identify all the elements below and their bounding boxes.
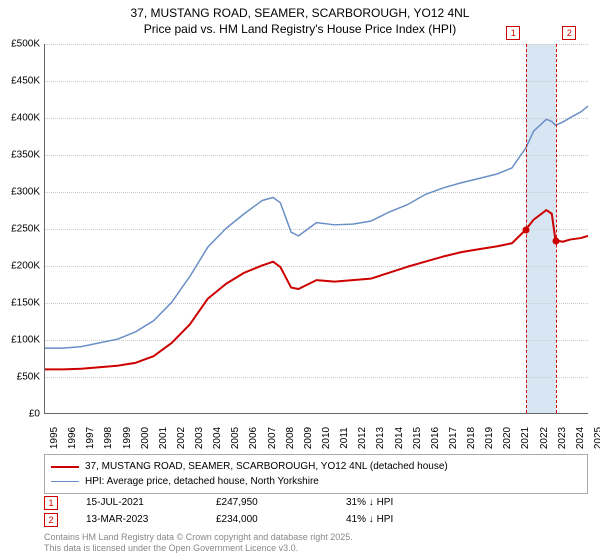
x-tick-label: 2005: [230, 427, 241, 449]
title-line-1: 37, MUSTANG ROAD, SEAMER, SCARBOROUGH, Y…: [0, 6, 600, 22]
footer-line-2: This data is licensed under the Open Gov…: [44, 543, 353, 554]
sale-marker-0: 1: [44, 496, 58, 510]
x-tick-label: 2001: [158, 427, 169, 449]
x-tick-label: 2022: [539, 427, 550, 449]
x-tick-label: 1998: [103, 427, 114, 449]
x-tick-label: 2000: [140, 427, 151, 449]
sale-date-0: 15-JUL-2021: [86, 497, 216, 508]
y-tick-label: £100K: [0, 335, 40, 346]
x-tick-label: 2004: [212, 427, 223, 449]
sale-marker-1: 2: [44, 513, 58, 527]
x-tick-label: 2025: [593, 427, 600, 449]
sales-table: 1 15-JUL-2021 £247,950 31% ↓ HPI 2 13-MA…: [44, 494, 476, 528]
x-tick-label: 2009: [303, 427, 314, 449]
y-tick-label: £50K: [0, 372, 40, 383]
chart-svg: [45, 44, 588, 413]
x-tick-label: 2023: [557, 427, 568, 449]
x-tick-label: 2013: [375, 427, 386, 449]
marker-dot-2: [553, 237, 560, 244]
x-tick-label: 2006: [248, 427, 259, 449]
sale-diff-0: 31% ↓ HPI: [346, 497, 476, 508]
y-tick-label: £250K: [0, 224, 40, 235]
sale-date-1: 13-MAR-2023: [86, 514, 216, 525]
footer-line-1: Contains HM Land Registry data © Crown c…: [44, 532, 353, 543]
legend: 37, MUSTANG ROAD, SEAMER, SCARBOROUGH, Y…: [44, 454, 588, 494]
x-tick-label: 2021: [520, 427, 531, 449]
x-tick-label: 2011: [339, 427, 350, 449]
y-tick-label: £0: [0, 409, 40, 420]
x-tick-label: 2015: [412, 427, 423, 449]
x-tick-label: 2024: [575, 427, 586, 449]
x-tick-label: 1999: [122, 427, 133, 449]
legend-row-1: HPI: Average price, detached house, Nort…: [51, 474, 581, 489]
sale-diff-1: 41% ↓ HPI: [346, 514, 476, 525]
legend-label-1: HPI: Average price, detached house, Nort…: [85, 474, 319, 489]
sales-row-0: 1 15-JUL-2021 £247,950 31% ↓ HPI: [44, 494, 476, 511]
x-tick-label: 2019: [484, 427, 495, 449]
y-tick-label: £500K: [0, 39, 40, 50]
x-tick-label: 2016: [430, 427, 441, 449]
y-tick-label: £450K: [0, 76, 40, 87]
x-tick-label: 2020: [502, 427, 513, 449]
y-tick-label: £300K: [0, 187, 40, 198]
y-tick-label: £200K: [0, 261, 40, 272]
y-tick-label: £400K: [0, 113, 40, 124]
legend-label-0: 37, MUSTANG ROAD, SEAMER, SCARBOROUGH, Y…: [85, 459, 448, 474]
marker-dot-1: [523, 227, 530, 234]
x-tick-label: 2010: [321, 427, 332, 449]
footer: Contains HM Land Registry data © Crown c…: [44, 532, 353, 555]
series-price_paid: [45, 210, 588, 369]
x-tick-label: 2007: [267, 427, 278, 449]
x-tick-label: 1995: [49, 427, 60, 449]
marker-box-1: 1: [506, 26, 520, 40]
y-tick-label: £150K: [0, 298, 40, 309]
x-tick-label: 1996: [67, 427, 78, 449]
legend-swatch-0: [51, 466, 79, 468]
sale-price-0: £247,950: [216, 497, 346, 508]
chart-container: 37, MUSTANG ROAD, SEAMER, SCARBOROUGH, Y…: [0, 0, 600, 560]
x-tick-label: 2008: [285, 427, 296, 449]
sale-price-1: £234,000: [216, 514, 346, 525]
x-tick-label: 2014: [394, 427, 405, 449]
x-tick-label: 2002: [176, 427, 187, 449]
legend-row-0: 37, MUSTANG ROAD, SEAMER, SCARBOROUGH, Y…: [51, 459, 581, 474]
x-tick-label: 2012: [357, 427, 368, 449]
y-tick-label: £350K: [0, 150, 40, 161]
series-hpi: [45, 106, 588, 348]
legend-swatch-1: [51, 481, 79, 482]
marker-vline-2: [556, 44, 557, 413]
x-tick-label: 2017: [448, 427, 459, 449]
x-tick-label: 1997: [85, 427, 96, 449]
marker-box-2: 2: [562, 26, 576, 40]
x-tick-label: 2003: [194, 427, 205, 449]
sales-row-1: 2 13-MAR-2023 £234,000 41% ↓ HPI: [44, 511, 476, 528]
x-tick-label: 2018: [466, 427, 477, 449]
plot-area: £0£50K£100K£150K£200K£250K£300K£350K£400…: [44, 44, 588, 414]
